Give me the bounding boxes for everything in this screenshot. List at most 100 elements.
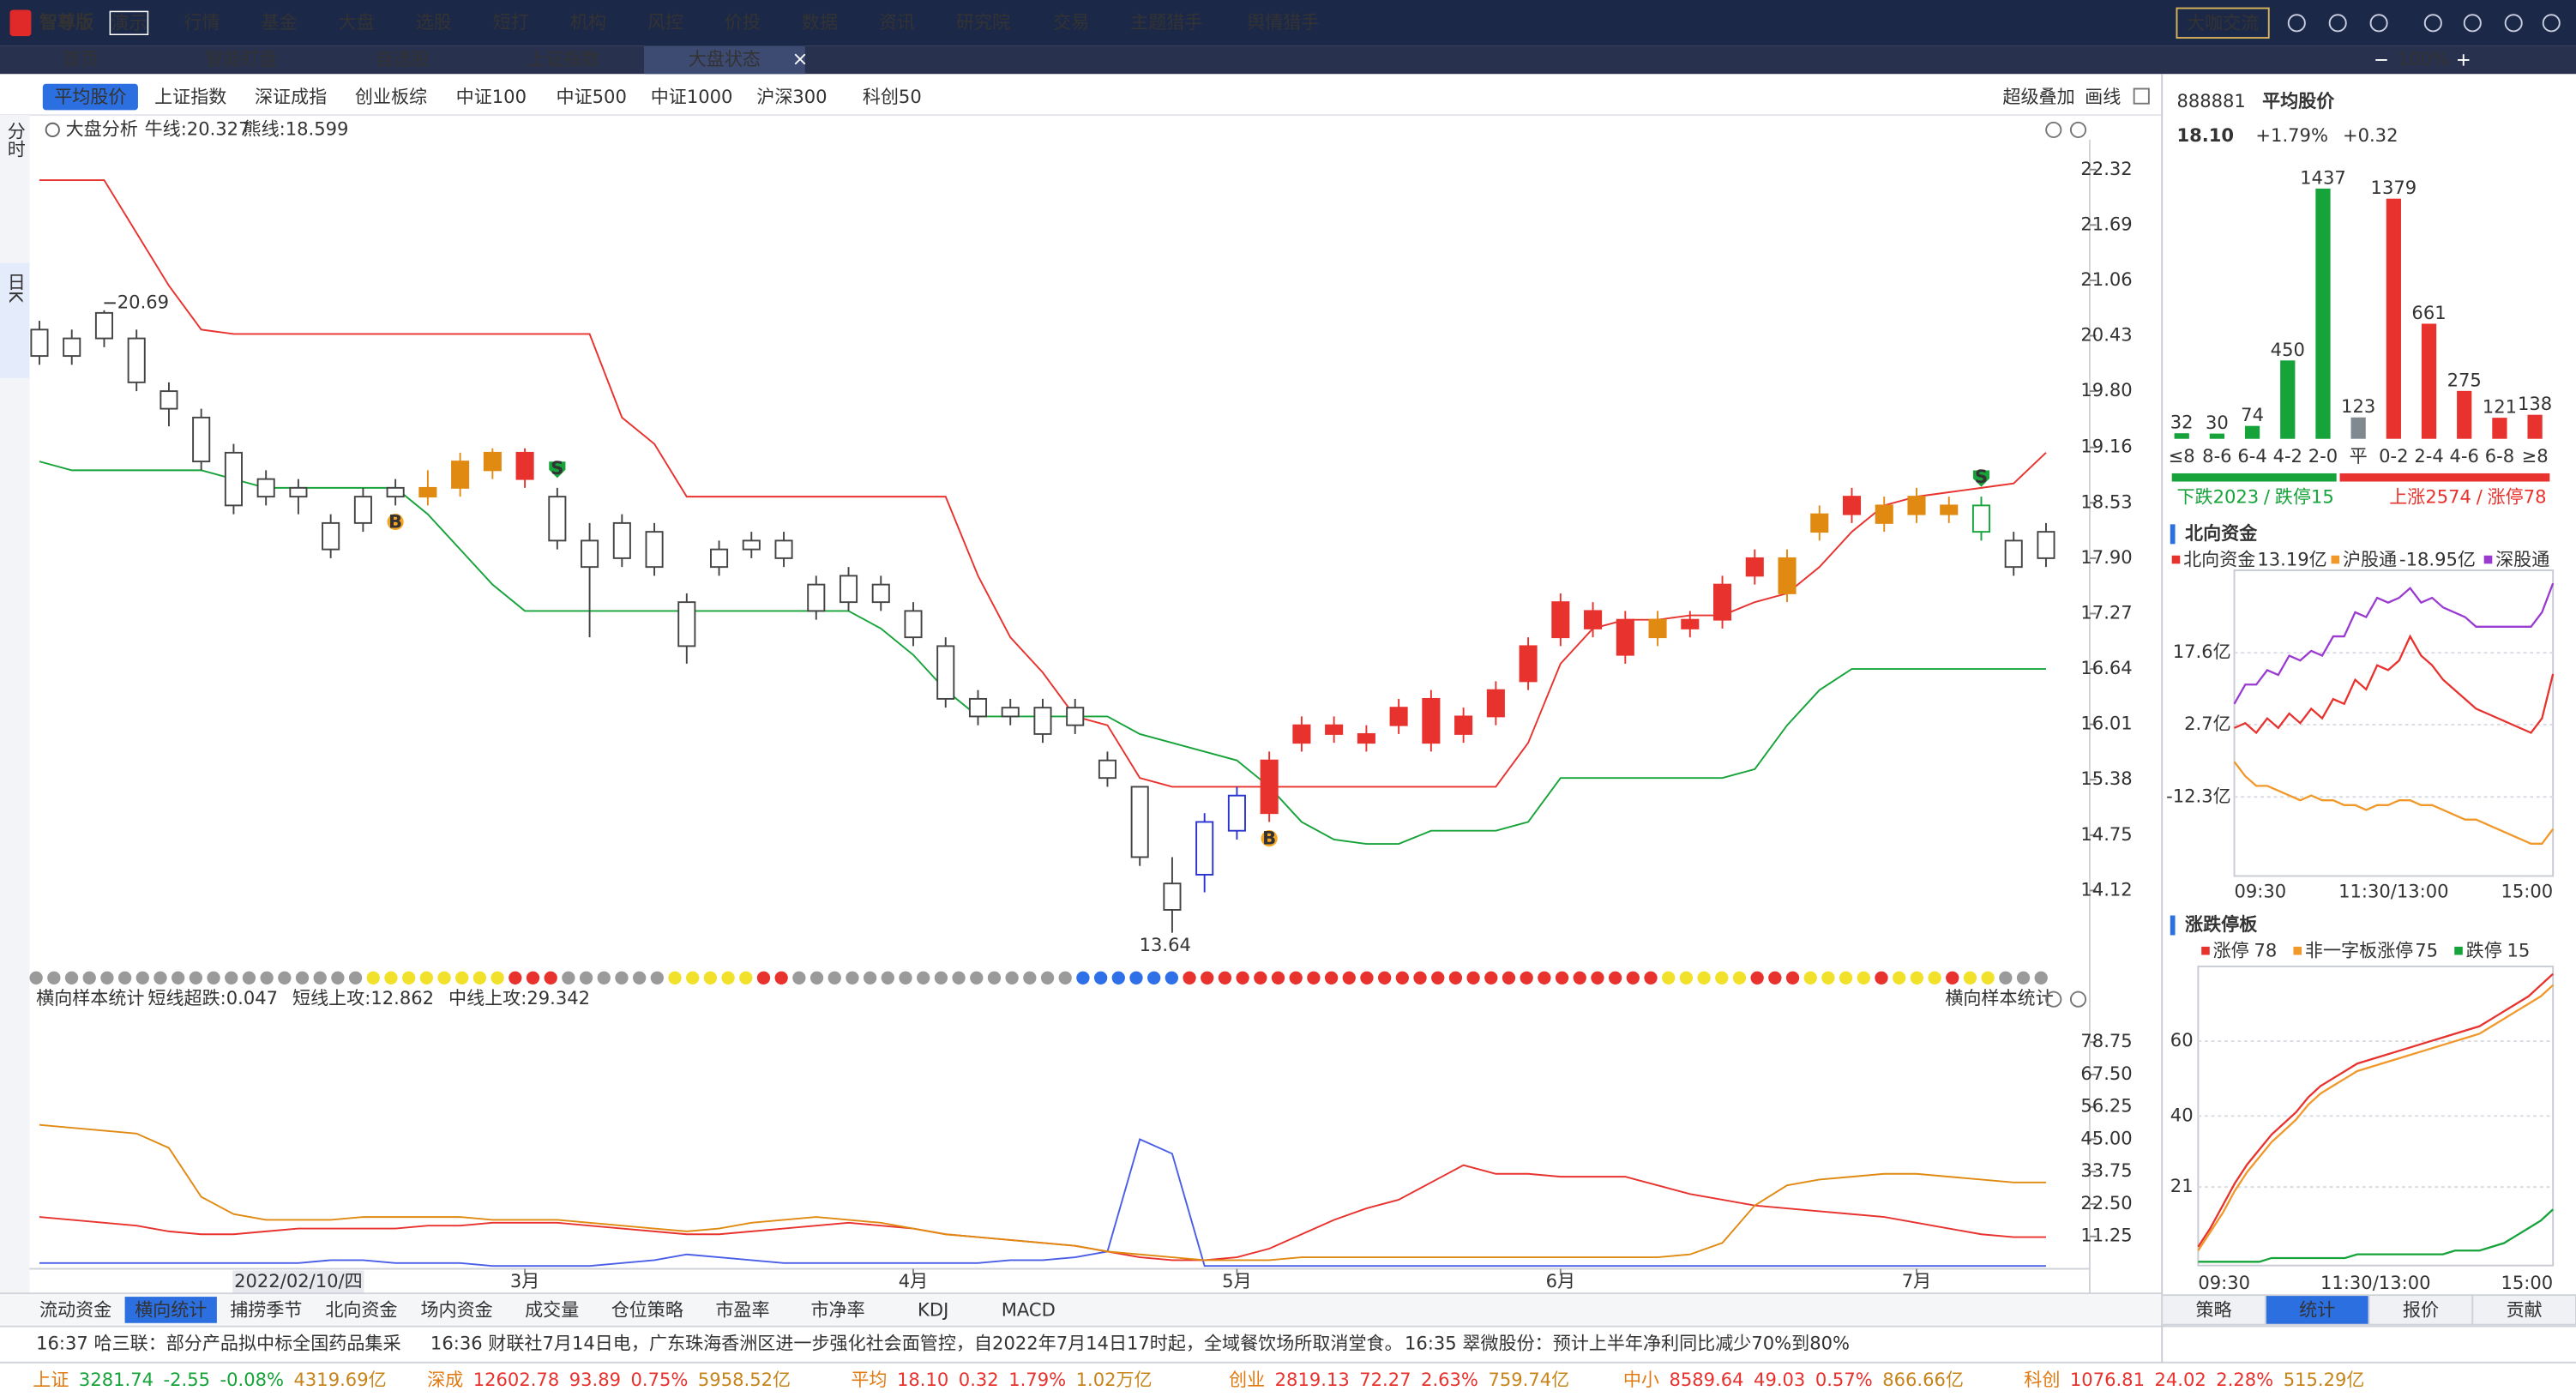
index-tab[interactable]: 创业板综 [355, 86, 427, 107]
chart-icon[interactable] [2045, 991, 2062, 1008]
menu-item[interactable]: 舆情猎手 [1247, 11, 1319, 33]
right-tab-label[interactable]: 报价 [2403, 1298, 2439, 1320]
candle-body [192, 416, 211, 463]
menu-item[interactable]: 研究院 [956, 11, 1010, 33]
news-item[interactable]: 16:35 翠微股份：预计上半年净利同比减少70%到80% [1405, 1333, 1850, 1354]
y-tick-label: 21.06 [2080, 268, 2132, 290]
window-icon[interactable] [2463, 14, 2482, 33]
window-icon[interactable] [2504, 14, 2523, 33]
menu-item[interactable]: 资讯 [879, 11, 915, 33]
readout: 牛线:20.327 [145, 117, 250, 139]
expert-button[interactable] [2176, 7, 2270, 39]
bottom-tab[interactable]: 流动资金 [39, 1298, 111, 1320]
menu-item[interactable]: 行情 [184, 11, 220, 33]
chart-icon[interactable] [2045, 121, 2062, 138]
tab[interactable]: 首页 [63, 48, 99, 69]
index-quote[interactable]: 创业 2819.13 72.27 2.63% 759.74亿 [1229, 1369, 1569, 1390]
window-icon[interactable] [2369, 14, 2388, 33]
index-tab[interactable]: 中证100 [456, 86, 527, 107]
window-icon[interactable] [2287, 14, 2306, 33]
right-tab[interactable] [2368, 1294, 2474, 1326]
candle-body [1389, 707, 1408, 726]
state-dot [1821, 971, 1835, 985]
tab[interactable]: 智能盯盘 [205, 48, 277, 69]
window-icon[interactable] [2542, 14, 2561, 33]
right-tab-label[interactable]: 统计 [2299, 1298, 2335, 1320]
menu-item[interactable]: 交易 [1053, 11, 1089, 33]
index-tab[interactable]: 中证1000 [651, 86, 733, 107]
section-marker [2170, 524, 2176, 545]
chart-icon[interactable] [2069, 121, 2087, 138]
index-tab[interactable]: 科创50 [863, 86, 922, 107]
menu-item[interactable]: 风控 [647, 11, 683, 33]
right-tab[interactable] [2471, 1294, 2576, 1326]
bar-category: 8-6 [2202, 445, 2231, 467]
x-tick-label: 09:30 [2198, 1272, 2250, 1293]
candle-body [94, 311, 113, 340]
state-dot [1111, 971, 1125, 985]
state-dot [1289, 971, 1303, 985]
state-dot [1093, 971, 1108, 985]
index-field: 上证 [33, 1369, 69, 1390]
tab[interactable]: 上证指数 [527, 48, 599, 69]
side-tab[interactable]: 日K [5, 273, 27, 304]
bottom-tab[interactable]: 捕捞季节 [230, 1298, 302, 1320]
right-tab-label[interactable]: 贡献 [2507, 1298, 2543, 1320]
menu-item[interactable]: 短打 [493, 11, 529, 33]
chart-icon[interactable] [2069, 991, 2087, 1008]
window-icon[interactable] [2423, 14, 2442, 33]
index-field: 1.02万亿 [1076, 1369, 1153, 1390]
bottom-tab[interactable]: MACD [1002, 1298, 1056, 1320]
tool[interactable]: 超级叠加 [2002, 86, 2074, 107]
menu-item[interactable]: 选股 [416, 11, 452, 33]
tool[interactable]: 画线 [2085, 86, 2121, 107]
bar-category: 0-2 [2379, 445, 2408, 467]
candle-body [871, 583, 890, 604]
index-tab[interactable]: 中证500 [557, 86, 627, 107]
menu-icon[interactable] [45, 122, 60, 138]
menu-item[interactable]: 价投 [725, 11, 761, 33]
news-item[interactable]: 16:37 哈三联：部分产品拟中标全国药品集采 [36, 1333, 400, 1354]
index-tab[interactable]: 深证成指 [255, 86, 327, 107]
index-tab[interactable]: 沪深300 [756, 86, 827, 107]
state-dot [1785, 971, 1800, 985]
index-quote[interactable]: 上证 3281.74 -2.55 -0.08% 4319.69亿 [33, 1369, 386, 1390]
index-tab[interactable]: 上证指数 [154, 86, 226, 107]
news-item[interactable]: 16:36 财联社7月14日电，广东珠海香洲区进一步强化社会面管控，自2022年… [430, 1333, 1403, 1354]
right-tab-label[interactable]: 策略 [2195, 1298, 2231, 1320]
index-tab[interactable]: 平均股价 [54, 86, 126, 107]
bottom-tab[interactable]: KDJ [918, 1298, 948, 1320]
index-quote[interactable]: 中小 8589.64 49.03 0.57% 866.66亿 [1623, 1369, 1964, 1390]
right-tab[interactable] [2161, 1294, 2266, 1326]
y-tick-label: 14.75 [2080, 823, 2132, 845]
legend-value: 15 [2507, 940, 2531, 961]
menu-item[interactable]: 基金 [262, 11, 298, 33]
y-tick-label: 56.25 [2080, 1095, 2132, 1117]
bottom-tab[interactable]: 北向资金 [325, 1298, 397, 1320]
window-icon[interactable] [2328, 14, 2347, 33]
side-tab[interactable]: 分时 [5, 121, 27, 158]
menu-item[interactable]: 机构 [570, 11, 606, 33]
index-quote[interactable]: 科创 1076.81 24.02 2.28% 515.29亿 [2024, 1369, 2364, 1390]
bottom-tab[interactable]: 市净率 [810, 1298, 864, 1320]
tab[interactable]: 大盘状态 [689, 48, 761, 69]
bottom-tab[interactable]: 场内资金 [420, 1298, 492, 1320]
bottom-tab[interactable]: 仓位策略 [611, 1298, 683, 1320]
bottom-tab[interactable]: 成交量 [525, 1298, 579, 1320]
menu-item[interactable]: 主题猎手 [1130, 11, 1202, 33]
summary-field: 涨停 [2488, 486, 2524, 508]
menu-item[interactable]: 大盘 [339, 11, 375, 33]
index-quote[interactable]: 深成 12602.78 93.89 0.75% 5958.52亿 [427, 1369, 791, 1390]
bar-value: 275 [2447, 369, 2482, 390]
index-quote[interactable]: 平均 18.10 0.32 1.79% 1.02万亿 [851, 1369, 1152, 1390]
summary-field: 上涨 [2389, 486, 2425, 508]
bar [2527, 414, 2543, 439]
tab[interactable]: 自选股 [376, 48, 430, 69]
state-dot [632, 971, 647, 985]
bottom-tab[interactable]: 横向统计 [135, 1298, 207, 1320]
menu-item[interactable]: 数据 [802, 11, 838, 33]
candle-body [1260, 759, 1279, 815]
expert-button-label[interactable]: 大咖交流 [2187, 12, 2259, 33]
bottom-tab[interactable]: 市盈率 [715, 1298, 769, 1320]
state-dot [348, 971, 363, 985]
